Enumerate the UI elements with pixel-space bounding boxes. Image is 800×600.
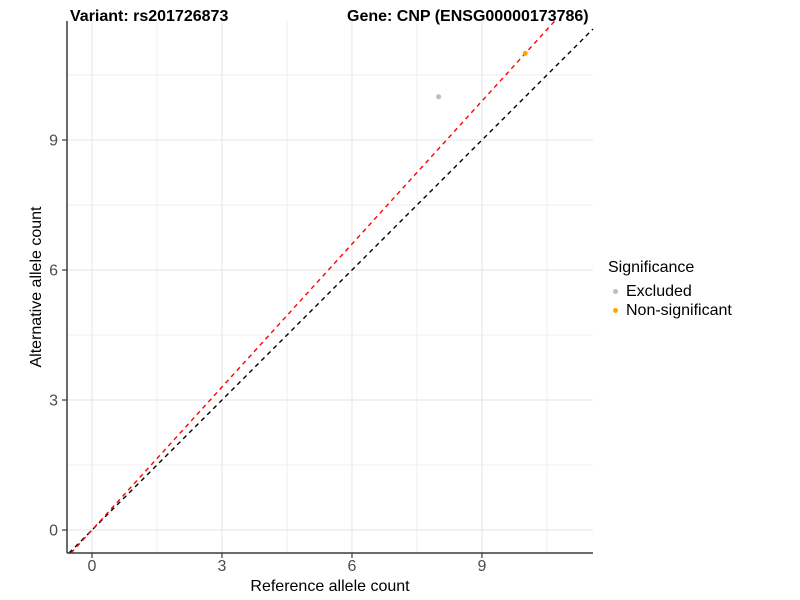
legend-title: Significance bbox=[608, 259, 695, 276]
y-axis-title: Alternative allele count bbox=[28, 206, 45, 368]
data-point-excluded bbox=[436, 94, 442, 100]
y-tick-label: 6 bbox=[49, 263, 58, 280]
legend-item-label: Non-significant bbox=[626, 301, 732, 319]
legend-rows: Excluded Non-significant bbox=[608, 282, 732, 320]
x-axis-title: Reference allele count bbox=[250, 578, 410, 595]
y-tick-label: 3 bbox=[49, 393, 58, 410]
variant-title: Variant: rs201726873 bbox=[70, 8, 228, 25]
x-tick-label: 9 bbox=[478, 558, 487, 575]
legend-item-excluded: Excluded bbox=[608, 282, 732, 301]
non-significant-dot-icon bbox=[613, 308, 618, 313]
expected-ratio-line bbox=[70, 20, 556, 554]
x-tick-label: 6 bbox=[348, 558, 357, 575]
gene-title: Gene: CNP (ENSG00000173786) bbox=[347, 8, 589, 25]
y-tick-label: 0 bbox=[49, 523, 58, 540]
identity-line bbox=[68, 28, 594, 554]
excluded-dot-icon bbox=[613, 289, 618, 294]
legend: Significance Excluded Non-significant bbox=[608, 257, 732, 320]
x-tick-label: 3 bbox=[218, 558, 227, 575]
y-tick-label: 9 bbox=[49, 133, 58, 150]
x-tick-label: 0 bbox=[88, 558, 97, 575]
data-point-non-significant bbox=[522, 50, 528, 56]
legend-item-label: Excluded bbox=[626, 282, 692, 300]
legend-item-non-significant: Non-significant bbox=[608, 301, 732, 320]
